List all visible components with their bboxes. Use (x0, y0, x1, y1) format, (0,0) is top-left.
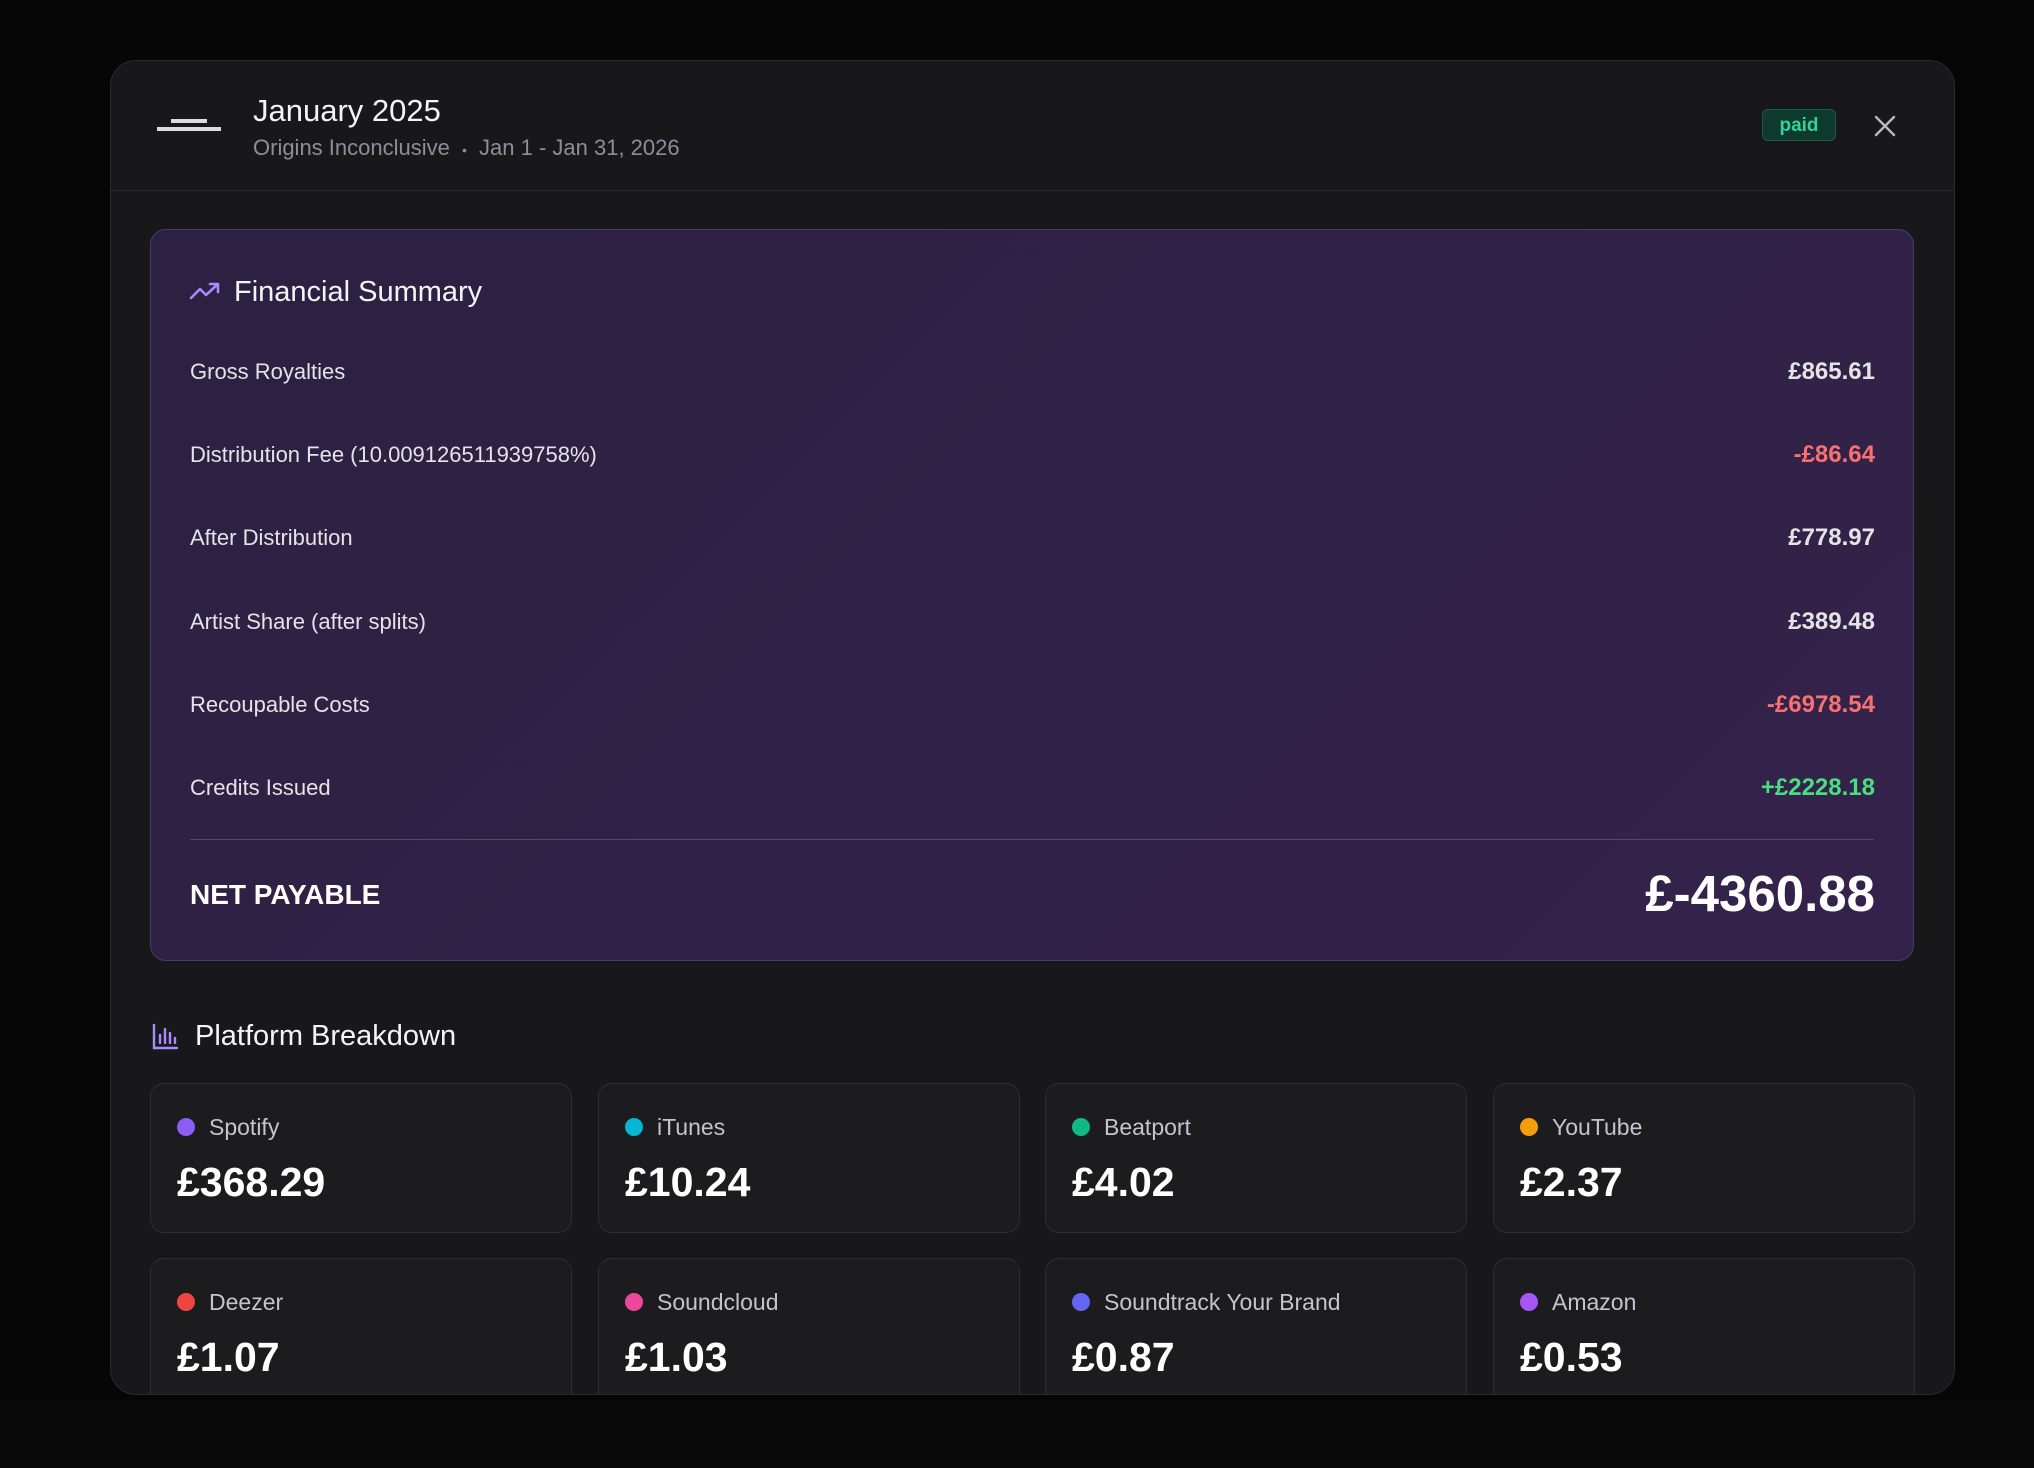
platform-value: £10.24 (625, 1159, 751, 1205)
title: January 2025 (253, 93, 441, 128)
section-title: Platform Breakdown (195, 1020, 457, 1052)
label-name: Origins Inconclusive (253, 135, 450, 160)
trend-icon (189, 282, 220, 300)
platform-card: Soundcloud £1.03 (598, 1258, 1020, 1394)
platform-card: Soundtrack Your Brand £0.87 (1045, 1258, 1467, 1394)
statement-modal: January 2025 Origins Inconclusive • Jan … (110, 60, 1955, 1395)
row-value: £778.97 (1788, 524, 1875, 552)
platform-dot (625, 1293, 643, 1311)
platform-value: £2.37 (1520, 1159, 1623, 1205)
platform-value: £1.07 (177, 1334, 280, 1380)
section-title: Financial Summary (234, 276, 483, 308)
platform-name: YouTube (1552, 1114, 1643, 1140)
platform-card: Deezer £1.07 (150, 1258, 572, 1394)
platform-dot (1520, 1293, 1538, 1311)
row-label: Recoupable Costs (190, 691, 370, 717)
platform-name: Deezer (209, 1289, 284, 1315)
platform-dot (177, 1293, 195, 1311)
platform-value: £368.29 (177, 1159, 326, 1205)
platform-dot (1520, 1118, 1538, 1136)
logo (157, 115, 221, 137)
header-divider (111, 190, 1954, 191)
platform-name: Soundcloud (657, 1289, 779, 1315)
platform-value: £1.03 (625, 1334, 728, 1380)
platform-value: £0.87 (1072, 1334, 1175, 1380)
separator: • (462, 142, 467, 158)
financial-summary: Financial Summary NET PAYABLE £-4360.88 … (150, 229, 1914, 961)
platform-dot (1072, 1118, 1090, 1136)
subtitle: Origins Inconclusive • Jan 1 - Jan 31, 2… (253, 137, 680, 159)
backdrop (0, 1400, 2034, 1468)
platform-name: Spotify (209, 1114, 280, 1140)
row-value: £865.61 (1788, 358, 1875, 385)
platform-dot (625, 1118, 643, 1136)
row-value: £389.48 (1788, 607, 1875, 635)
row-label: Artist Share (after splits) (190, 608, 426, 634)
net-label: NET PAYABLE (190, 879, 381, 910)
platform-name: Amazon (1552, 1289, 1637, 1315)
platform-dot (1072, 1293, 1090, 1311)
platform-value: £0.53 (1520, 1334, 1623, 1380)
platform-name: Beatport (1104, 1114, 1191, 1140)
status-badge: paid (1762, 109, 1836, 141)
row-value: -£86.64 (1793, 441, 1875, 469)
row-label: Credits Issued (190, 775, 331, 800)
net-value: £-4360.88 (1645, 865, 1875, 922)
platform-card: Beatport £4.02 (1045, 1083, 1467, 1233)
platform-dot (177, 1118, 195, 1136)
row-value: +£2228.18 (1760, 774, 1875, 801)
platform-value: £4.02 (1072, 1159, 1175, 1205)
chart-icon (152, 1023, 179, 1050)
platform-card: iTunes £10.24 (598, 1083, 1020, 1233)
platform-card: Amazon £0.53 (1493, 1258, 1915, 1394)
row-value: -£6978.54 (1766, 690, 1875, 718)
row-label: Distribution Fee (10.009126511939758%) (190, 442, 597, 468)
platform-card: Spotify £368.29 (150, 1083, 572, 1233)
divider (190, 839, 1874, 840)
period: Jan 1 - Jan 31, 2026 (479, 135, 680, 160)
platform-name: iTunes (657, 1114, 726, 1140)
close-button[interactable] (1873, 114, 1897, 138)
platform-name: Soundtrack Your Brand (1104, 1289, 1341, 1315)
row-label: Gross Royalties (190, 359, 346, 384)
platform-card: YouTube £2.37 (1493, 1083, 1915, 1233)
row-label: After Distribution (190, 525, 353, 551)
